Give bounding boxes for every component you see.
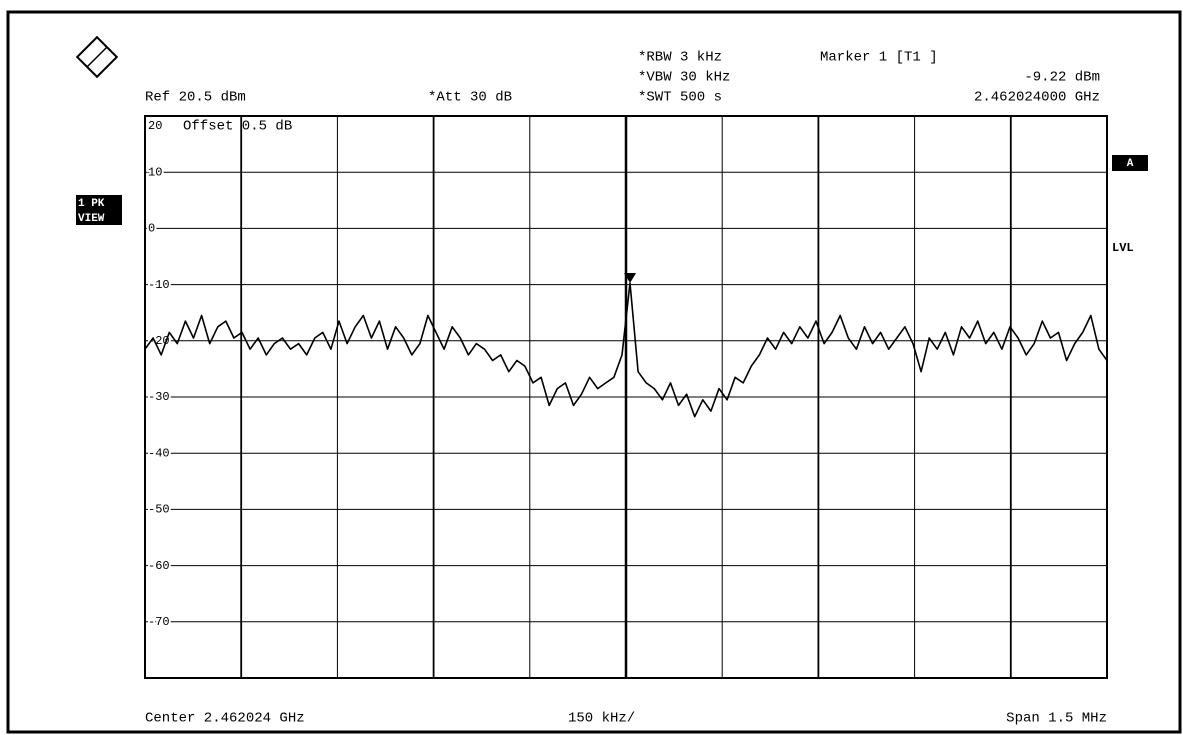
marker-label: Marker 1 [T1 ] <box>820 50 938 66</box>
span: Span 1.5 MHz <box>1006 711 1107 727</box>
y-tick-label: 10 <box>148 165 162 179</box>
trace-label-box <box>76 195 122 225</box>
attenuation: *Att 30 dB <box>428 90 512 106</box>
trace-label: VIEW <box>78 213 105 225</box>
side-label-box <box>1112 155 1148 171</box>
y-tick-label: -10 <box>148 278 170 292</box>
y-tick-label: -60 <box>148 559 170 573</box>
y-tick-label: 0 <box>148 222 155 236</box>
marker-level: -9.22 dBm <box>1024 70 1100 86</box>
y-tick-label: -70 <box>148 615 170 629</box>
trace-label: 1 PK <box>78 198 105 210</box>
frame <box>6 10 1182 734</box>
y-tick-label: -40 <box>148 446 170 460</box>
per-division: 150 kHz/ <box>568 711 635 727</box>
logo <box>75 35 119 79</box>
side-label: A <box>1127 158 1134 170</box>
center-frequency: Center 2.462024 GHz <box>145 711 305 727</box>
y-tick-label: 20 <box>148 119 162 133</box>
offset: Offset 0.5 dB <box>183 119 292 135</box>
rbw: *RBW 3 kHz <box>638 50 722 66</box>
swt: *SWT 500 s <box>638 90 722 106</box>
y-tick-label: -50 <box>148 503 170 517</box>
logo-line <box>86 46 108 68</box>
side-label: LVL <box>1112 241 1134 255</box>
marker <box>624 273 637 284</box>
vbw: *VBW 30 kHz <box>638 70 730 86</box>
marker-frequency: 2.462024000 GHz <box>974 90 1100 106</box>
ref-level: Ref 20.5 dBm <box>145 90 246 106</box>
trace <box>144 282 1108 418</box>
y-tick-label: -30 <box>148 390 170 404</box>
